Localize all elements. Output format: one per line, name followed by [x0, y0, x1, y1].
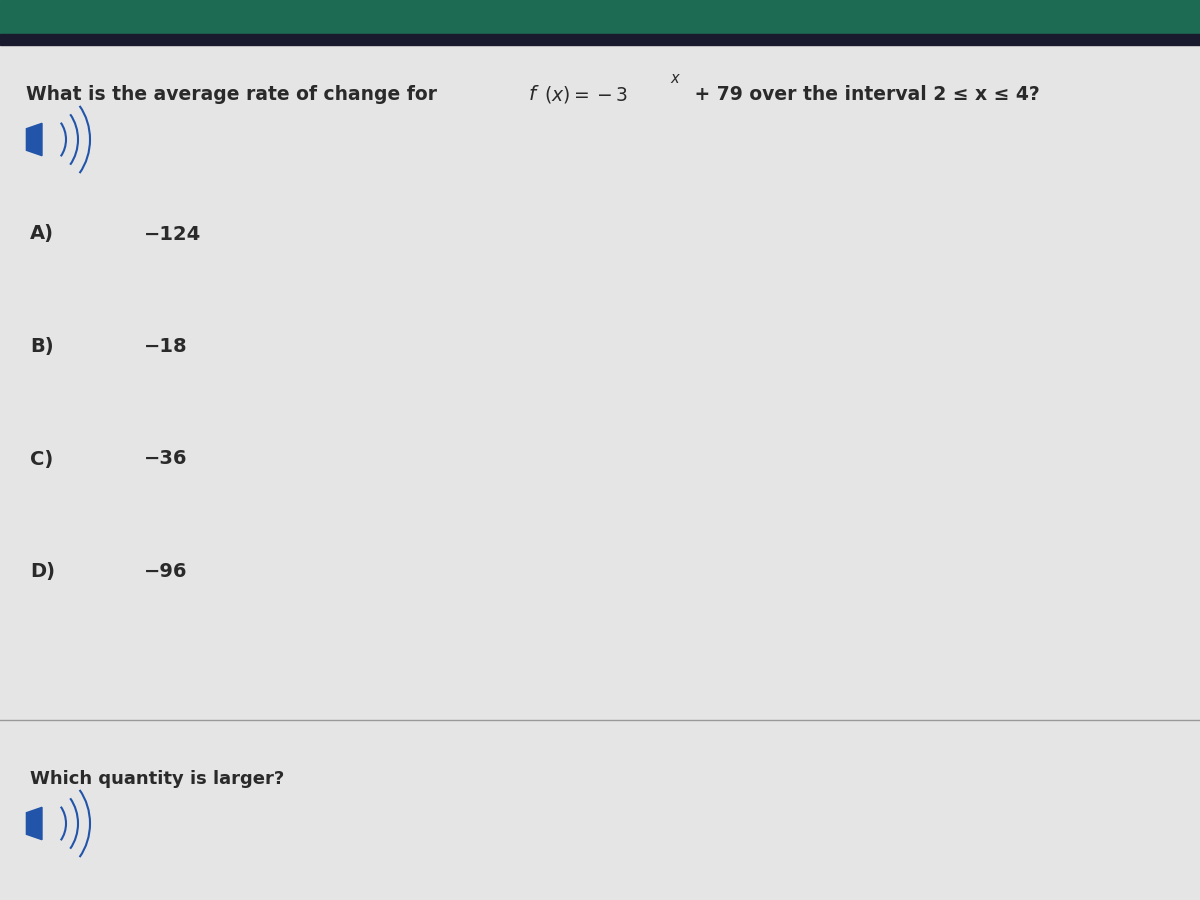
Text: $\mathit{f}$: $\mathit{f}$	[528, 85, 540, 104]
Text: + 79 over the interval 2 ≤ x ≤ 4?: + 79 over the interval 2 ≤ x ≤ 4?	[688, 85, 1039, 104]
Text: −18: −18	[144, 337, 187, 356]
Bar	[0, 0, 1200, 34]
Text: Which quantity is larger?: Which quantity is larger?	[30, 770, 284, 788]
Text: −124: −124	[144, 224, 202, 244]
Text: $(x) = -3$: $(x) = -3$	[544, 84, 628, 105]
Polygon shape	[26, 123, 42, 156]
Text: A): A)	[30, 224, 54, 244]
Text: −36: −36	[144, 449, 187, 469]
Bar	[0, 34, 1200, 45]
Text: C): C)	[30, 449, 53, 469]
Text: What is the average rate of change for: What is the average rate of change for	[26, 85, 444, 104]
Text: −96: −96	[144, 562, 187, 581]
Text: D): D)	[30, 562, 55, 581]
Text: B): B)	[30, 337, 54, 356]
Polygon shape	[26, 807, 42, 840]
Text: $x$: $x$	[670, 71, 680, 86]
